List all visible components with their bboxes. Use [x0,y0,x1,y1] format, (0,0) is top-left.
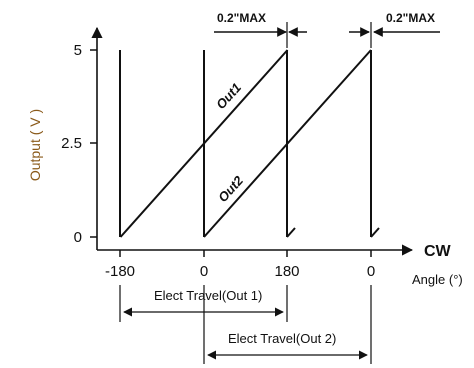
out1-return-stroke [286,227,296,238]
elect-travel-1-label: Elect Travel(Out 1) [154,288,262,303]
out2-series-line [203,49,372,238]
y-tick-label: 2.5 [61,135,82,152]
y-axis-label: Output ( V ) [27,109,43,181]
max-gap-label-2: 0.2"MAX [386,11,435,25]
x-tick-label: 0 [200,263,208,280]
y-tick-label: 5 [74,42,82,59]
elect-travel-2-label: Elect Travel(Out 2) [228,331,336,346]
out1-series-line [119,49,289,238]
out2-series-label: Out2 [215,172,246,205]
out1-series-label: Out1 [213,80,244,112]
x-tick-label: 180 [274,263,299,280]
x-axis-label: Angle (°) [412,272,463,287]
x-tick-label: 0 [367,263,375,280]
x-tick-label: -180 [105,263,135,280]
direction-label: CW [424,243,452,260]
max-gap-label-1: 0.2"MAX [217,11,266,25]
out2-return-stroke [370,227,380,238]
y-tick-label: 0 [74,229,82,246]
